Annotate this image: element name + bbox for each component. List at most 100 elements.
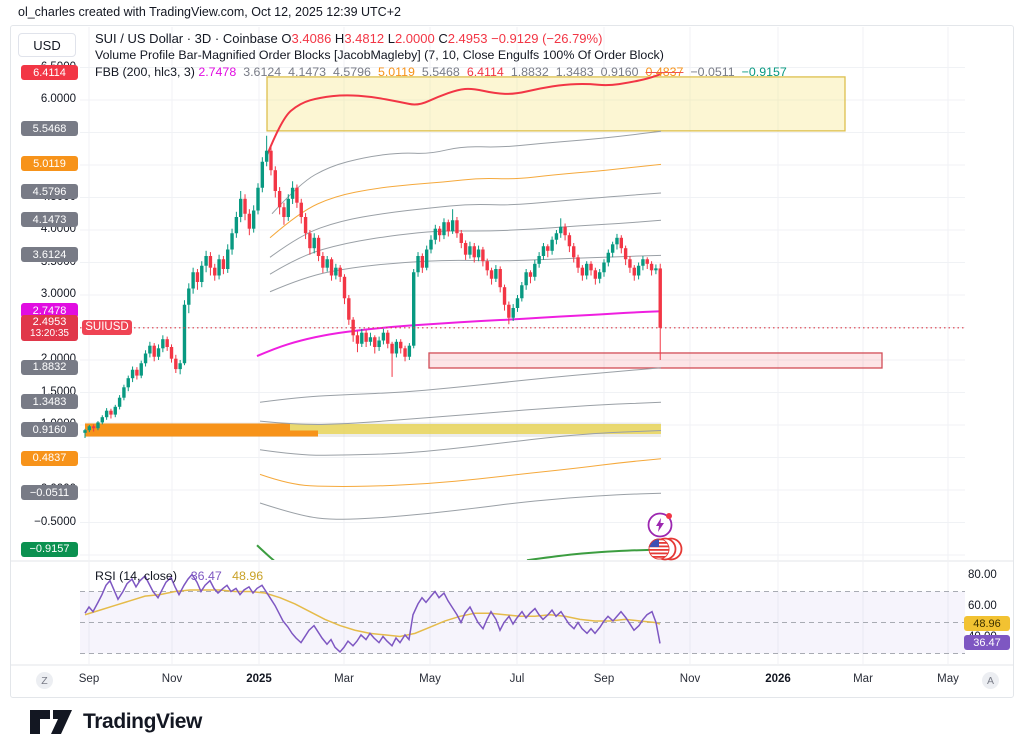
price-badge: 5.0119 — [21, 156, 78, 172]
price-badge: 0.9160 — [21, 422, 78, 438]
fbb-2.7478 — [256, 310, 662, 358]
time-label: Jul — [509, 673, 525, 685]
symbol-price-label: SUIUSD — [82, 319, 132, 335]
chart-legend: SUI / US Dollar · 3D · Coinbase O3.4086 … — [95, 30, 794, 81]
price-badge: 4.1473 — [21, 212, 78, 228]
fbb-1.3483 — [259, 401, 662, 425]
symbol-legend-row[interactable]: SUI / US Dollar · 3D · Coinbase O3.4086 … — [95, 30, 794, 47]
fbb-label: FBB (200, hlc3, 3) — [95, 65, 195, 79]
fbb-band-value: −0.9157 — [741, 65, 787, 79]
fbb-band-value: 3.6124 — [243, 65, 282, 79]
time-label: Nov — [161, 673, 183, 685]
ohlc-open-label: O — [281, 31, 292, 46]
time-label: May — [937, 673, 959, 685]
rsi-current-value: 36.47 — [190, 569, 222, 583]
fbb-4.5796 — [269, 192, 662, 258]
fbb-band-value: 0.4837 — [645, 65, 684, 79]
symbol-title: SUI / US Dollar · 3D · Coinbase — [95, 31, 278, 46]
fbb-5.5468 — [271, 130, 662, 215]
candles-layer — [83, 135, 662, 438]
fbb-band-value: 1.8832 — [510, 65, 549, 79]
fbb-values: 2.7478 3.6124 4.1473 4.5796 5.0119 5.5468 6.41… — [198, 65, 793, 79]
price-badge: 2.7478 — [21, 303, 78, 319]
fbb-band-value: 0.9160 — [600, 65, 639, 79]
order-block-lower — [428, 352, 883, 369]
price-badge: 4.5796 — [21, 184, 78, 200]
fbb-band-value: 2.7478 — [198, 65, 237, 79]
currency-toggle-button[interactable]: USD — [18, 33, 76, 57]
time-label: Mar — [853, 673, 873, 685]
indicator-legend-volume-profile[interactable]: Volume Profile Bar-Magnified Order Block… — [95, 48, 664, 62]
time-label: 2025 — [246, 673, 272, 685]
ohlc-open-value: 3.4086 — [291, 31, 332, 46]
indicator-legend-fbb[interactable]: FBB (200, hlc3, 3) 2.7478 3.6124 4.1473 4.5… — [95, 64, 794, 81]
ohlc-close-label: C — [438, 31, 448, 46]
fbb-0.9160 — [259, 430, 662, 456]
current-price-badge: 2.4953 13:20:35 — [21, 314, 78, 341]
time-label: Mar — [334, 673, 354, 685]
rsi-value-badge: 36.47 — [964, 635, 1010, 651]
timezone-button[interactable]: Z — [36, 672, 53, 689]
fbb-band-value: 5.5468 — [421, 65, 460, 79]
fbb--0.9157-a — [256, 544, 275, 560]
ohlc-low-label: L — [387, 31, 395, 46]
price-label: 6.0000 — [40, 93, 76, 105]
rsi-scale-label: 80.00 — [968, 569, 997, 581]
change-value: −0.9129 (−26.79%) — [491, 31, 603, 46]
fbb--0.9157-b — [526, 548, 662, 560]
price-badge: 3.6124 — [21, 247, 78, 263]
current-price-value: 2.4953 — [32, 315, 67, 328]
time-label: 2026 — [765, 673, 791, 685]
fbb-band-value: 4.1473 — [288, 65, 327, 79]
rsi-scale-label: 60.00 — [968, 600, 997, 612]
price-label: 3.0000 — [40, 288, 76, 300]
attribution-note: ol_charles created with TradingView.com,… — [18, 5, 401, 19]
price-badge: 6.4114 — [21, 65, 78, 81]
lightning-marker-icon — [647, 512, 673, 538]
auto-scale-button[interactable]: A — [982, 672, 999, 689]
time-label: May — [419, 673, 441, 685]
tradingview-logo-icon — [30, 710, 72, 734]
fbb-band-value: 4.5796 — [333, 65, 371, 79]
rsi-legend[interactable]: RSI (14, close) 36.47 48.96 — [95, 569, 263, 583]
price-badge: 1.8832 — [21, 359, 78, 375]
price-badge: 5.5468 — [21, 121, 78, 137]
volume-profile-bars — [85, 422, 661, 437]
time-label: Nov — [679, 673, 701, 685]
ohlc-low-value: 2.0000 — [394, 31, 435, 46]
price-badge: −0.9157 — [21, 541, 78, 557]
fbb-4.1473 — [269, 219, 662, 275]
rsi-line — [84, 573, 661, 654]
rsi-value-badge: 48.96 — [964, 616, 1010, 632]
fbb-band-value: 6.4114 — [466, 65, 504, 79]
price-badge: −0.0511 — [21, 485, 78, 501]
rsi-ma-line — [84, 589, 661, 638]
tradingview-logo[interactable]: TradingView — [28, 706, 202, 738]
fbb-band-value: −0.0511 — [690, 65, 735, 79]
order-blocks — [266, 76, 883, 369]
tradingview-logo-text: TradingView — [83, 710, 202, 733]
ohlc-high-value: 3.4812 — [344, 31, 385, 46]
price-badge: 0.4837 — [21, 450, 78, 466]
fbb-6.4114 — [266, 73, 662, 156]
rsi-ma-value: 48.96 — [232, 569, 264, 583]
time-label: Sep — [78, 673, 100, 685]
time-label: Sep — [593, 673, 615, 685]
fbb--0.0511 — [259, 492, 662, 520]
ohlc-close-value: 2.4953 — [447, 31, 488, 46]
rsi-params: (14, close) — [119, 569, 177, 583]
fbb-5.0119 — [269, 163, 662, 239]
economic-events-flag-icon — [648, 537, 683, 561]
fbb-band-value: 1.3483 — [555, 65, 594, 79]
fbb-bands — [256, 73, 662, 560]
price-label: −0.5000 — [34, 515, 76, 528]
fbb-0.4837 — [259, 458, 662, 488]
price-badge: 1.3483 — [21, 394, 78, 410]
ohlc-high-label: H — [334, 31, 345, 46]
fbb-1.8832 — [259, 367, 662, 403]
fbb-band-value: 5.0119 — [377, 65, 415, 79]
bar-countdown: 13:20:35 — [30, 327, 69, 339]
rsi-title: RSI — [95, 569, 116, 583]
